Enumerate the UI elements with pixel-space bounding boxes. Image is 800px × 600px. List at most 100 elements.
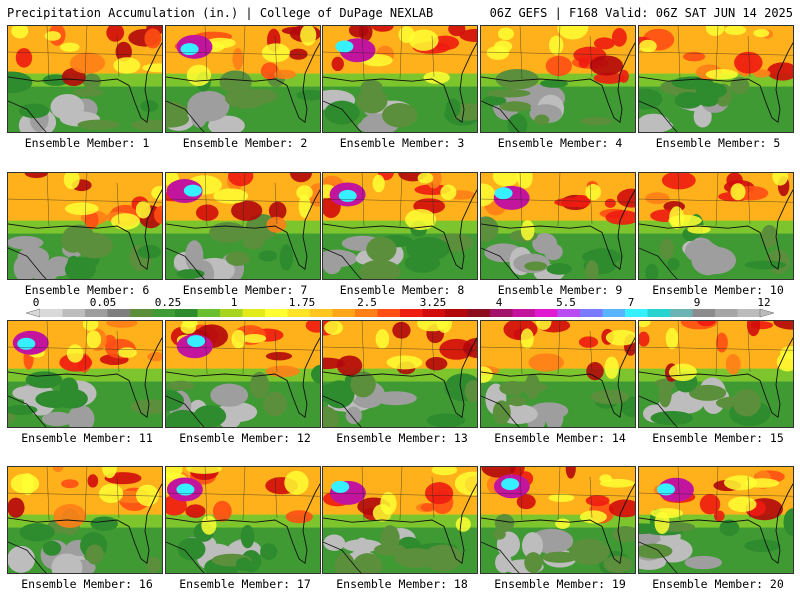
colorbar-segment [535, 309, 558, 317]
ensemble-member-label: Ensemble Member: 1 [24, 136, 150, 150]
precip-map [638, 172, 794, 280]
colorbar-segment [625, 309, 648, 317]
ensemble-member-panel: Ensemble Member: 17 [165, 466, 321, 594]
precip-map [7, 172, 163, 280]
ensemble-member-label: Ensemble Member: 20 [652, 577, 784, 591]
ensemble-member-label: Ensemble Member: 3 [339, 136, 465, 150]
ensemble-member-panel: Ensemble Member: 9 [480, 172, 636, 300]
colorbar-segment [692, 309, 716, 317]
ensemble-member-label: Ensemble Member: 16 [21, 577, 153, 591]
ensemble-member-label: Ensemble Member: 10 [652, 283, 784, 297]
colorbar-segment [377, 309, 401, 317]
ensemble-member-panel: Ensemble Member: 11 [7, 320, 163, 448]
precip-map [322, 25, 478, 133]
ensemble-member-panel: Ensemble Member: 8 [322, 172, 478, 300]
colorbar-segment [175, 309, 198, 317]
precip-map [480, 320, 636, 428]
colorbar-segment [242, 309, 266, 317]
colorbar-segment [670, 309, 693, 317]
colorbar-segment [737, 309, 761, 317]
precip-map [7, 466, 163, 574]
colorbar-tick-label: 9 [693, 296, 701, 309]
ensemble-member-panel: Ensemble Member: 12 [165, 320, 321, 448]
ensemble-member-label: Ensemble Member: 17 [179, 577, 311, 591]
colorbar-tick-label: 0.05 [89, 296, 117, 309]
colorbar-segment [580, 309, 603, 317]
colorbar-segment [40, 309, 63, 317]
ensemble-member-panel: Ensemble Member: 16 [7, 466, 163, 594]
colorbar-tick-label: 0.25 [154, 296, 182, 309]
colorbar-tick-label: 7 [627, 296, 635, 309]
ensemble-member-label: Ensemble Member: 18 [336, 577, 468, 591]
precip-map [165, 172, 321, 280]
ensemble-member-label: Ensemble Member: 4 [497, 136, 623, 150]
ensemble-member-label: Ensemble Member: 9 [497, 283, 623, 297]
ensemble-member-panel: Ensemble Member: 4 [480, 25, 636, 153]
precip-map [322, 320, 478, 428]
colorbar-segment [490, 309, 513, 317]
precip-map [165, 320, 321, 428]
precip-map [480, 172, 636, 280]
colorbar-segment [422, 309, 446, 317]
ensemble-member-label: Ensemble Member: 8 [339, 283, 465, 297]
colorbar-segment [62, 309, 86, 317]
ensemble-member-label: Ensemble Member: 13 [336, 431, 468, 445]
colorbar-tick-label: 3.25 [419, 296, 447, 309]
ensemble-member-panel: Ensemble Member: 7 [165, 172, 321, 300]
ensemble-member-label: Ensemble Member: 19 [494, 577, 626, 591]
ensemble-member-label: Ensemble Member: 11 [21, 431, 153, 445]
ensemble-member-panel: Ensemble Member: 15 [638, 320, 794, 448]
colorbar-tick-label: 12 [757, 296, 771, 309]
colorbar-segment [310, 309, 333, 317]
precip-map [480, 466, 636, 574]
colorbar-max-arrow [759, 308, 775, 318]
colorbar-tick-label: 2.5 [357, 296, 377, 309]
ensemble-member-panel: Ensemble Member: 2 [165, 25, 321, 153]
ensemble-member-label: Ensemble Member: 7 [182, 283, 308, 297]
colorbar-segment [647, 309, 671, 317]
precip-map [638, 466, 794, 574]
ensemble-member-panel: Ensemble Member: 1 [7, 25, 163, 153]
precip-map [638, 25, 794, 133]
ensemble-member-label: Ensemble Member: 12 [179, 431, 311, 445]
ensemble-member-panel: Ensemble Member: 18 [322, 466, 478, 594]
ensemble-member-panel: Ensemble Member: 20 [638, 466, 794, 594]
precip-map [165, 25, 321, 133]
colorbar-tick-label: 0 [32, 296, 40, 309]
ensemble-member-panel: Ensemble Member: 6 [7, 172, 163, 300]
colorbar-segment [355, 309, 378, 317]
colorbar-segment [715, 309, 738, 317]
ensemble-member-panel: Ensemble Member: 5 [638, 25, 794, 153]
precip-map [7, 320, 163, 428]
precip-map [480, 25, 636, 133]
run-valid-time: 06Z GEFS | F168 Valid: 06Z SAT JUN 14 20… [489, 6, 793, 20]
colorbar-tick-label: 4 [495, 296, 503, 309]
ensemble-member-panel: Ensemble Member: 10 [638, 172, 794, 300]
colorbar-segment [467, 309, 491, 317]
ensemble-member-panel: Ensemble Member: 13 [322, 320, 478, 448]
colorbar-segment [512, 309, 536, 317]
ensemble-member-label: Ensemble Member: 15 [652, 431, 784, 445]
ensemble-member-label: Ensemble Member: 6 [24, 283, 150, 297]
precip-map [638, 320, 794, 428]
colorbar-segment [287, 309, 311, 317]
colorbar-segment [220, 309, 243, 317]
colorbar-segment [107, 309, 131, 317]
precip-map [322, 466, 478, 574]
precip-map [322, 172, 478, 280]
ensemble-member-label: Ensemble Member: 14 [494, 431, 626, 445]
colorbar-segment [400, 309, 423, 317]
precip-map [7, 25, 163, 133]
colorbar-segment [152, 309, 176, 317]
colorbar-segment [265, 309, 288, 317]
colorbar-segment [197, 309, 221, 317]
colorbar-min-arrow [25, 308, 41, 318]
precip-map [165, 466, 321, 574]
ensemble-member-panel: Ensemble Member: 19 [480, 466, 636, 594]
ensemble-member-panel: Ensemble Member: 14 [480, 320, 636, 448]
colorbar-segment [445, 309, 468, 317]
colorbar-segment [557, 309, 581, 317]
ensemble-member-label: Ensemble Member: 2 [182, 136, 308, 150]
ensemble-member-label: Ensemble Member: 5 [655, 136, 781, 150]
map-title: Precipitation Accumulation (in.) | Colle… [7, 6, 434, 20]
